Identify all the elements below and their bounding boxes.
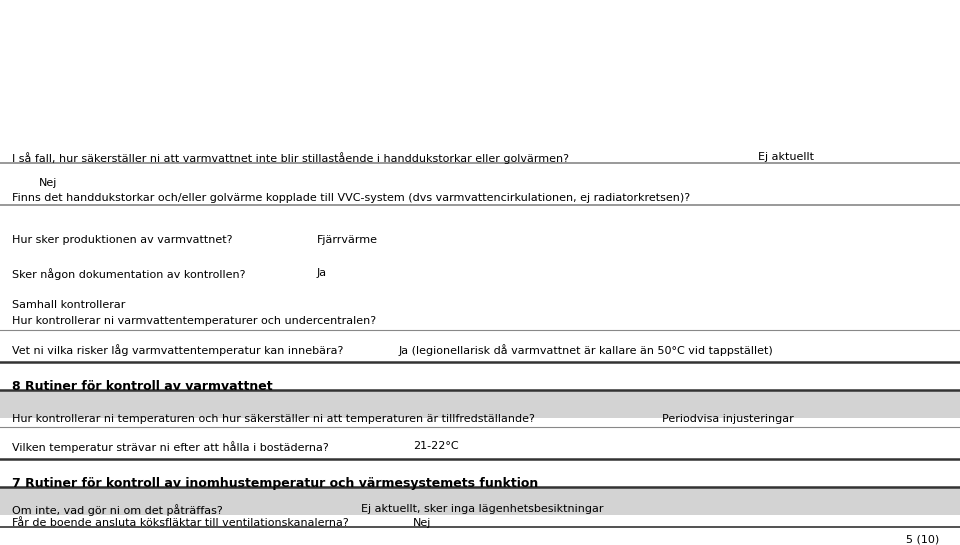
Text: Hur kontrollerar ni varmvattentemperaturer och undercentralen?: Hur kontrollerar ni varmvattentemperatur… — [12, 316, 375, 326]
Text: Sker någon dokumentation av kontrollen?: Sker någon dokumentation av kontrollen? — [12, 268, 245, 280]
Text: Ej aktuellt, sker inga lägenhetsbesiktningar: Ej aktuellt, sker inga lägenhetsbesiktni… — [361, 504, 604, 514]
Text: Ej aktuellt: Ej aktuellt — [758, 152, 814, 162]
Text: Hur sker produktionen av varmvattnet?: Hur sker produktionen av varmvattnet? — [12, 235, 232, 245]
Text: Periodvisa injusteringar: Periodvisa injusteringar — [662, 414, 794, 424]
Bar — [0, 487, 960, 515]
Text: 5 (10): 5 (10) — [905, 535, 939, 545]
Text: Finns det handdukstorkar och/eller golvärme kopplade till VVC-system (dvs varmva: Finns det handdukstorkar och/eller golvä… — [12, 193, 689, 203]
Text: Ja (legionellarisk då varmvattnet är kallare än 50°C vid tappstället): Ja (legionellarisk då varmvattnet är kal… — [398, 344, 773, 356]
Text: Nej: Nej — [413, 518, 431, 528]
Text: 21-22°C: 21-22°C — [413, 441, 459, 451]
Text: I så fall, hur säkerställer ni att varmvattnet inte blir stillastående i handduk: I så fall, hur säkerställer ni att varmv… — [12, 152, 568, 164]
Text: 7 Rutiner för kontroll av inomhustemperatur och värmesystemets funktion: 7 Rutiner för kontroll av inomhustempera… — [12, 477, 538, 490]
Text: Ja: Ja — [317, 268, 327, 278]
Text: Samhall kontrollerar: Samhall kontrollerar — [12, 300, 125, 310]
Text: Får de boende ansluta köksfläktar till ventilationskanalerna?: Får de boende ansluta köksfläktar till v… — [12, 518, 348, 528]
Text: Hur kontrollerar ni temperaturen och hur säkerställer ni att temperaturen är til: Hur kontrollerar ni temperaturen och hur… — [12, 414, 535, 424]
Text: Om inte, vad gör ni om det påträffas?: Om inte, vad gör ni om det påträffas? — [12, 504, 223, 516]
Text: Vilken temperatur strävar ni efter att hålla i bostäderna?: Vilken temperatur strävar ni efter att h… — [12, 441, 328, 453]
Bar — [0, 390, 960, 418]
Text: 8 Rutiner för kontroll av varmvattnet: 8 Rutiner för kontroll av varmvattnet — [12, 380, 272, 393]
Text: Nej: Nej — [38, 178, 57, 188]
Text: Fjärrvärme: Fjärrvärme — [317, 235, 378, 245]
Text: Vet ni vilka risker låg varmvattentemperatur kan innebära?: Vet ni vilka risker låg varmvattentemper… — [12, 344, 343, 356]
